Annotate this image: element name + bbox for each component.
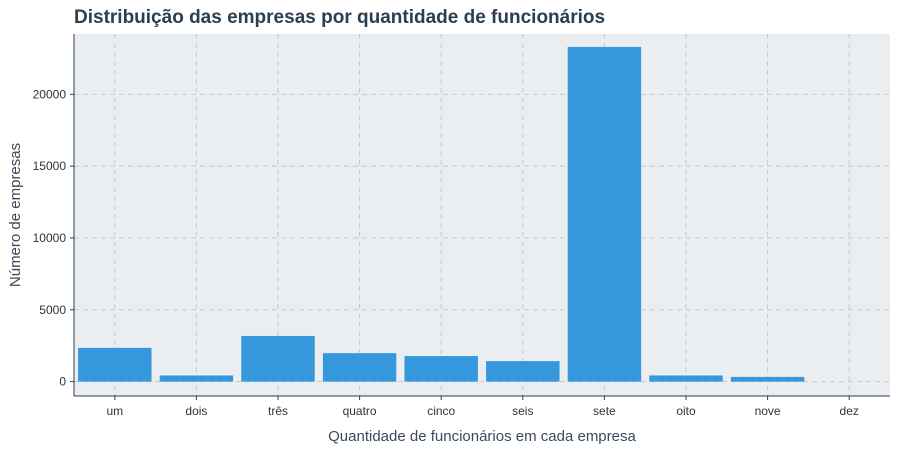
bar-7 [649,375,723,382]
bar-5 [486,361,560,382]
bar-6 [567,46,642,382]
y-axis-ticks: 0 5000 10000 15000 20000 [33,87,74,389]
x-tick-label-3: quatro [343,404,377,418]
x-tick-label-2: três [268,404,288,418]
x-tick-label-6: sete [593,404,616,418]
x-tick-label-1: dois [185,404,207,418]
bar-8 [730,376,805,382]
bar-1 [159,375,234,382]
bar-4 [404,356,478,382]
y-tick-label-3: 15000 [33,159,67,173]
x-tick-label-0: um [106,404,123,418]
bars [78,46,805,382]
x-tick-label-4: cinco [427,404,455,418]
y-tick-label-2: 10000 [33,231,67,245]
x-tick-label-9: dez [840,404,859,418]
chart-title: Distribuição das empresas por quantidade… [74,7,605,28]
y-tick-label-4: 20000 [33,87,67,101]
y-tick-label-0: 0 [59,375,66,389]
x-tick-label-5: seis [512,404,533,418]
bar-3 [322,353,397,382]
y-tick-label-1: 5000 [39,303,66,317]
x-axis-ticks: um dois três quatro cinco seis sete oito nove dez [106,396,859,418]
x-tick-label-7: oito [676,404,696,418]
x-axis-label: Quantidade de funcionários em cada empre… [328,428,636,445]
x-tick-label-8: nove [755,404,781,418]
bar-0 [78,347,152,382]
y-axis-label: Número de empresas [7,143,24,287]
bar-2 [241,335,315,382]
